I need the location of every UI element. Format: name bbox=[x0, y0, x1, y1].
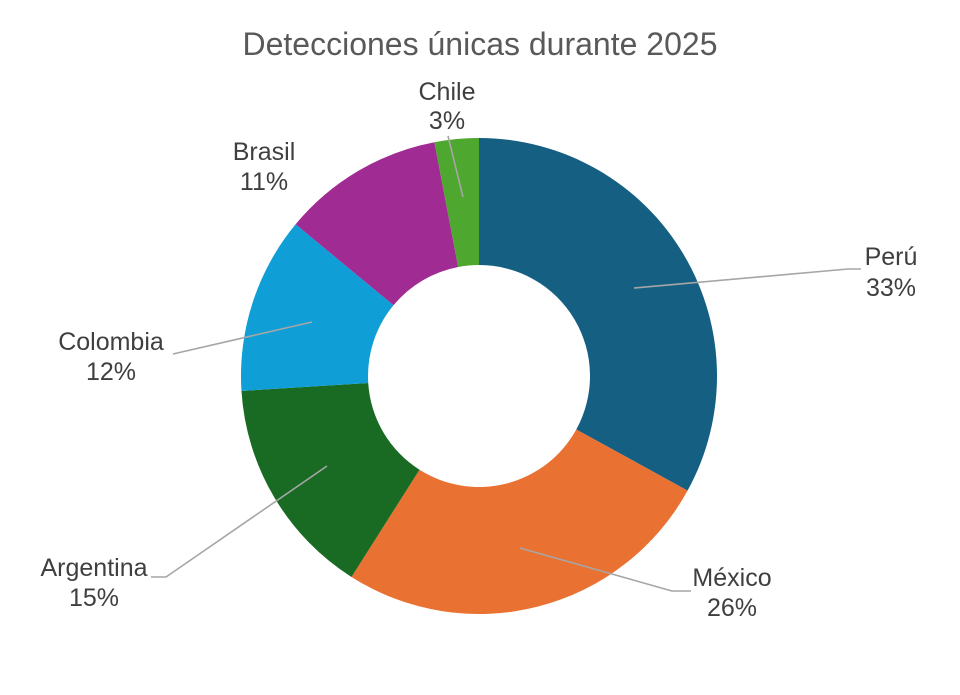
label-chile-name: Chile bbox=[419, 78, 476, 106]
slice-chile bbox=[434, 138, 479, 267]
label-colombia-name: Colombia bbox=[58, 328, 164, 356]
label-mexico-pct: 26% bbox=[707, 594, 757, 622]
label-peru-name: Perú bbox=[865, 243, 918, 271]
label-brasil-pct: 11% bbox=[240, 168, 288, 196]
label-colombia-pct: 12% bbox=[86, 358, 136, 386]
slice-colombia bbox=[241, 224, 394, 391]
slice-mexico bbox=[351, 429, 688, 615]
label-argentina-name: Argentina bbox=[40, 554, 147, 582]
label-brasil-name: Brasil bbox=[233, 138, 296, 166]
slice-argentina bbox=[241, 382, 420, 577]
label-chile-pct: 3% bbox=[429, 107, 465, 135]
leader-line-argentina bbox=[151, 465, 328, 578]
leader-line-peru bbox=[633, 268, 861, 289]
slice-brasil bbox=[295, 142, 459, 306]
label-argentina-pct: 15% bbox=[69, 584, 119, 612]
label-mexico-name: México bbox=[692, 564, 771, 592]
donut-slices bbox=[241, 138, 718, 615]
chart-title: Detecciones únicas durante 2025 bbox=[243, 26, 718, 62]
label-peru-pct: 33% bbox=[866, 274, 916, 302]
leader-line-mexico bbox=[519, 547, 691, 592]
leader-line-chile bbox=[447, 135, 464, 198]
leader-line-colombia bbox=[172, 321, 313, 355]
leader-lines bbox=[151, 135, 861, 592]
slice-peru bbox=[479, 138, 718, 491]
